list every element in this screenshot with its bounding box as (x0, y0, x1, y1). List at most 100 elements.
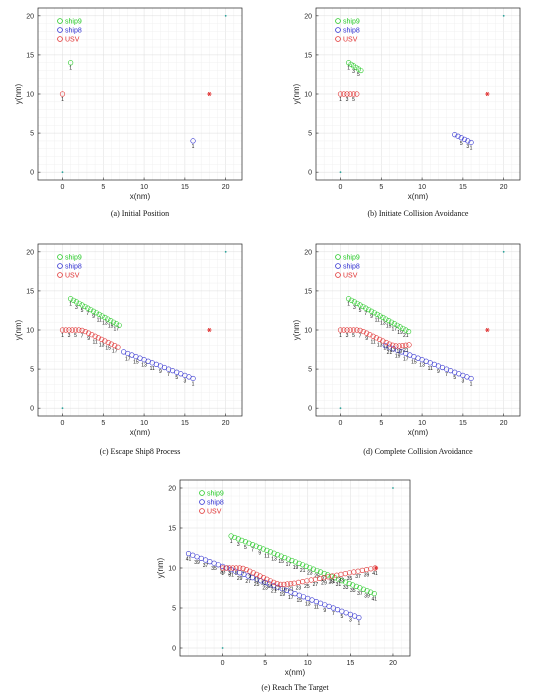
data-point-USV (271, 579, 277, 586)
point-label-USV: 5 (352, 333, 355, 339)
point-label-ship9: 7 (364, 311, 367, 317)
data-point-USV (373, 335, 379, 341)
data-point-USV (112, 343, 118, 349)
point-label-ship9: 15 (386, 324, 392, 330)
panel-caption: (d) Complete Collision Avoidance (363, 447, 473, 456)
series-ship9: 1 (68, 60, 74, 72)
point-label-ship9: 9 (370, 314, 373, 320)
data-point-ship9 (394, 322, 400, 328)
data-point-USV (267, 578, 273, 584)
legend-swatch (57, 27, 63, 33)
legend-label: ship8 (207, 499, 224, 506)
data-point-ship9 (264, 547, 270, 554)
point-label-ship9: 17 (392, 327, 398, 333)
panel-caption: (e) Reach The Target (261, 683, 329, 692)
data-point-ship8 (458, 135, 464, 141)
data-point-ship9 (70, 297, 77, 303)
y-tick-label: 15 (168, 526, 176, 533)
data-point-USV (230, 565, 236, 571)
x-tick-label: 5 (379, 420, 383, 427)
corner-dot (339, 171, 342, 174)
data-point-USV (393, 343, 399, 349)
point-label-ship8: 3 (461, 378, 464, 384)
point-label-USV: 15 (383, 346, 389, 352)
point-label-ship9: 21 (300, 568, 306, 574)
point-label-ship8: 5 (460, 141, 463, 147)
data-point-USV (399, 343, 406, 349)
x-axis-label: x(nm) (408, 192, 429, 201)
point-label-ship8: 1 (192, 144, 195, 150)
point-label-ship8: 9 (159, 369, 162, 375)
point-label-USV: 1 (61, 333, 64, 339)
legend-swatch (335, 36, 341, 42)
point-label-ship8: 9 (437, 369, 440, 375)
data-point-ship9 (300, 562, 306, 568)
point-label-ship8: 17 (125, 356, 131, 362)
point-label-ship8: 25 (254, 582, 260, 588)
data-point-USV (92, 333, 98, 339)
point-label-ship8: 3 (466, 144, 469, 150)
point-label-USV: 33 (338, 577, 344, 583)
data-point-USV (115, 344, 121, 350)
data-point-ship9 (79, 302, 85, 308)
y-tick-label: 0 (308, 170, 312, 177)
x-tick-label: 20 (222, 184, 230, 191)
data-point-USV (63, 327, 69, 333)
data-point-USV (257, 573, 263, 579)
point-label-USV: 1 (61, 97, 64, 103)
data-point-ship9 (257, 544, 263, 551)
data-point-USV (247, 568, 253, 574)
point-label-ship9: 11 (97, 317, 102, 323)
point-label-USV: 5 (74, 333, 77, 339)
point-label-USV: 9 (87, 336, 90, 342)
data-point-USV (350, 91, 357, 97)
data-point-USV (223, 565, 229, 571)
target-marker (207, 91, 212, 97)
data-point-ship9 (371, 590, 377, 597)
point-label-ship8: 29 (237, 576, 243, 582)
point-label-ship8: 21 (387, 350, 393, 356)
legend: ship9 ship8 USV (199, 490, 224, 515)
data-point-USV (357, 327, 363, 333)
data-point-ship8 (461, 136, 468, 142)
x-tick-label: 15 (459, 184, 467, 191)
x-tick-label: 10 (418, 420, 426, 427)
x-tick-label: 20 (500, 420, 508, 427)
point-label-USV: 5 (352, 97, 355, 103)
data-point-USV (288, 580, 294, 587)
corner-dot (224, 250, 227, 253)
point-label-ship9: 5 (357, 72, 360, 78)
point-label-ship8: 1 (470, 381, 473, 387)
point-label-USV: 7 (242, 571, 245, 577)
point-label-ship8: 11 (314, 605, 319, 611)
point-label-ship8: 41 (186, 557, 192, 563)
data-point-USV (59, 91, 66, 97)
data-point-ship9 (267, 549, 274, 555)
point-label-ship8: 15 (133, 360, 139, 366)
data-point-ship8 (465, 138, 471, 144)
data-point-ship8 (452, 132, 458, 138)
point-label-ship9: 5 (359, 308, 362, 314)
data-point-ship9 (253, 543, 259, 549)
data-point-USV (350, 327, 357, 333)
data-point-ship9 (102, 314, 108, 321)
legend: ship9 ship8 USV (335, 254, 360, 279)
legend-label: ship8 (65, 263, 82, 270)
x-tick-label: 20 (500, 184, 508, 191)
point-label-USV: 39 (364, 573, 370, 579)
point-label-ship9: 37 (357, 591, 363, 597)
data-point-USV (337, 91, 344, 97)
point-label-USV: 3 (68, 333, 71, 339)
x-tick-label: 10 (140, 420, 148, 427)
legend-label: ship8 (343, 27, 360, 34)
data-point-ship9 (346, 580, 352, 587)
y-tick-label: 20 (168, 486, 176, 493)
data-point-ship9 (348, 297, 355, 303)
point-label-ship9: 11 (375, 317, 380, 323)
data-point-ship9 (96, 311, 102, 317)
point-label-ship9: 1 (347, 302, 350, 308)
data-point-USV (72, 327, 79, 333)
data-point-ship9 (360, 586, 367, 592)
data-point-ship9 (325, 572, 331, 578)
data-point-ship9 (99, 313, 105, 319)
